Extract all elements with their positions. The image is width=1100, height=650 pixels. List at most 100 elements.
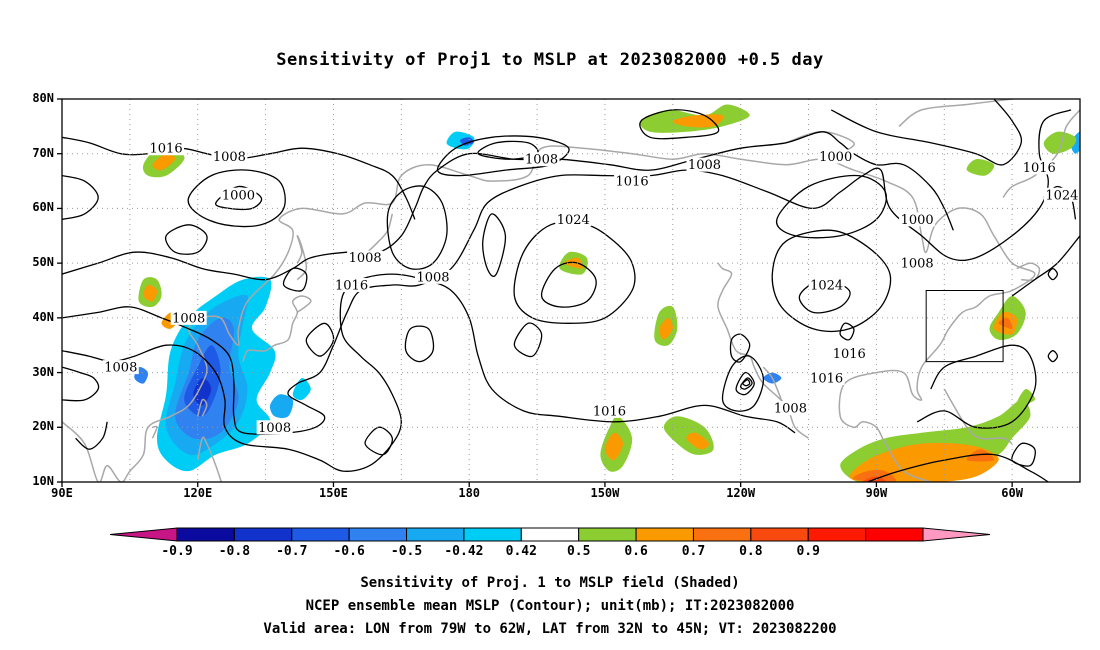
contour-label: 1016 [1023,161,1056,176]
lat-label: 10N [32,474,54,488]
caption-line-2: NCEP ensemble mean MSLP (Contour); unit(… [305,598,795,614]
contour-label: 1016 [833,347,866,362]
colorbar-box [635,527,694,542]
mslp-contour [839,322,855,341]
colorbar-label: 0.7 [681,544,706,559]
mslp-contour [477,140,539,160]
positive-shading [564,257,584,269]
mslp-contour [62,174,99,221]
contour-label: 1008 [172,311,205,326]
positive-shading [966,159,995,176]
contour-label-bg [1021,160,1058,175]
lat-label: 50N [32,255,54,270]
axis-ticks [57,98,1013,487]
mslp-contour [164,224,208,255]
colorbar-label: -0.6 [333,544,365,559]
contour-label: 1016 [335,279,368,294]
contour-label-bg [808,278,845,293]
colorbar-box [348,527,408,542]
colorbar-low-triangle [109,527,178,542]
contour-label: 1016 [810,372,843,387]
colorbar-label: 0.42 [505,544,537,559]
lon-label: 150E [319,486,348,500]
contour-label-bg [148,141,185,156]
lat-label: 70N [32,145,54,160]
colorbar-box [865,527,924,542]
mslp-contour-layer [62,99,1080,482]
lon-label: 180 [458,486,481,500]
positive-shading [852,469,896,482]
positive-shading [686,432,710,450]
contour-label: 1024 [810,279,843,294]
contour-label-bg [555,212,592,227]
colorbar-label: 0.9 [796,544,820,559]
contour-label-bg [256,420,293,435]
colorbar-label: -0.9 [161,544,193,559]
contour-label-bg [899,212,936,227]
contour-label: 1024 [1045,188,1078,203]
lon-label: 120W [726,486,756,500]
negative-shading [269,394,294,419]
colorbar-high-triangle [922,527,991,542]
contour-label: 1008 [258,421,291,436]
lon-label: 90E [51,486,73,500]
contour-label-bg [220,187,257,202]
mslp-contour [916,344,1037,429]
contour-label: 1000 [819,150,852,165]
contour-label-bg [211,149,248,164]
mslp-contour [735,371,755,396]
coastline [1002,109,1080,198]
contour-label-bg [591,403,628,418]
lat-label: 40N [32,309,54,324]
contour-label-bg [831,346,868,361]
mslp-contour [75,421,108,450]
lat-label: 20N [32,419,54,434]
contour-label: 1016 [150,142,183,157]
contour-label-bg [170,310,207,325]
contour-label-bg [1043,187,1080,202]
mslp-contour [62,366,100,402]
contour-label: 1008 [104,361,137,376]
mslp-contour [282,267,308,292]
contour-label: 1008 [349,251,382,266]
colorbar-label: -0.42 [444,544,484,559]
colorbar-label: 0.6 [624,544,648,559]
colorbar-label: -0.7 [276,544,308,559]
mslp-contour [1011,442,1036,467]
coastline [785,131,855,155]
colorbar-box [406,527,465,542]
positive-shading [998,317,1013,329]
coastline [943,388,1013,445]
contour-label: 1008 [213,150,246,165]
contour-label: 1008 [688,158,721,173]
positive-shading [152,153,176,171]
mslp-contour [540,261,597,308]
mslp-contour [404,325,435,363]
coastline [196,436,223,482]
map-title: Sensitivity of Proj1 to MSLP at 20230820… [276,50,824,70]
caption-line-1: Sensitivity of Proj. 1 to MSLP field (Sh… [360,575,740,591]
coastline [196,398,208,417]
colorbar-label: 0.8 [739,544,763,559]
contour-label: 1000 [222,188,255,203]
contour-label-bg [899,256,936,271]
caption-line-3: Valid area: LON from 79W to 62W, LAT fro… [263,621,837,637]
lat-label: 30N [32,364,54,379]
positive-shading [143,284,158,302]
contour-label: 1016 [616,175,649,190]
lon-label: 60W [1001,486,1023,500]
mslp-contour [1047,350,1059,363]
mslp-contour [771,229,892,333]
lon-label: 90W [865,486,888,500]
lat-label: 80N [32,91,54,105]
mslp-contour [867,453,1049,482]
colorbar-label: -0.8 [218,544,251,559]
colorbar-box [233,527,293,542]
contour-label: 1008 [416,270,449,285]
colorbar-box [463,527,522,542]
colorbar [109,527,991,542]
mslp-contour [513,322,543,358]
mslp-contour [364,426,393,456]
